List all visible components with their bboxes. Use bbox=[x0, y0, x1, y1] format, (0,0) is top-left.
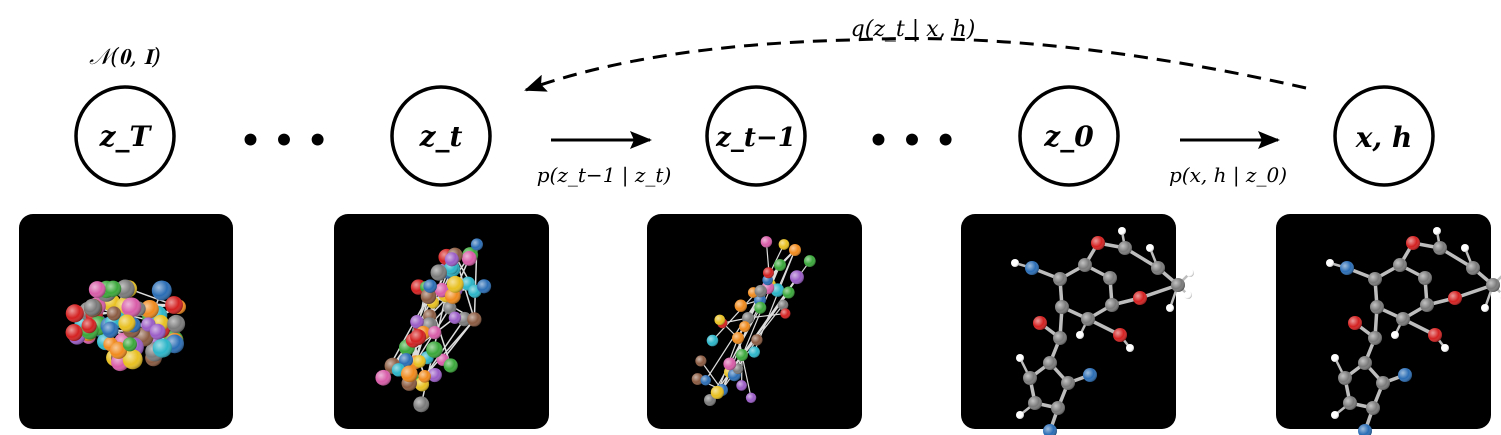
panel-molecule bbox=[1276, 214, 1491, 429]
denoising-molecule-graphic bbox=[691, 236, 816, 406]
forward-process-label: q(z_t | x, h) bbox=[851, 17, 976, 42]
noise-cloud-graphic bbox=[65, 279, 186, 372]
forward-process-arrow bbox=[524, 37, 1307, 92]
ellipsis-right: • • • bbox=[868, 121, 957, 161]
prior-label: 𝒩(𝟎, 𝐈) bbox=[89, 45, 161, 70]
node-x-h-label: x, h bbox=[1355, 121, 1413, 154]
node-z-0-label: z_0 bbox=[1043, 120, 1094, 153]
node-x-h: x, h bbox=[1333, 85, 1435, 187]
panel-nearly-clean bbox=[961, 214, 1176, 429]
partially-noised-molecule-graphic bbox=[375, 238, 492, 413]
nearly-clean-molecule-graphic bbox=[1011, 227, 1194, 435]
decode-label: p(x, h | z_0) bbox=[1169, 163, 1287, 188]
node-z-t-label: z_t bbox=[419, 120, 463, 153]
node-z-t-minus-1: z_t−1 bbox=[705, 85, 807, 187]
molecule-graphic bbox=[1326, 227, 1501, 435]
node-z-T-label: z_T bbox=[99, 120, 153, 153]
reverse-step-label: p(z_t−1 | z_t) bbox=[537, 163, 672, 188]
prior-text: 𝒩(𝟎, 𝐈) bbox=[89, 45, 161, 70]
node-z-T: z_T bbox=[74, 85, 176, 187]
node-z-t: z_t bbox=[390, 85, 492, 187]
ellipsis-left: • • • bbox=[240, 121, 329, 161]
node-z-0: z_0 bbox=[1018, 85, 1120, 187]
node-z-t-minus-1-label: z_t−1 bbox=[715, 123, 796, 153]
